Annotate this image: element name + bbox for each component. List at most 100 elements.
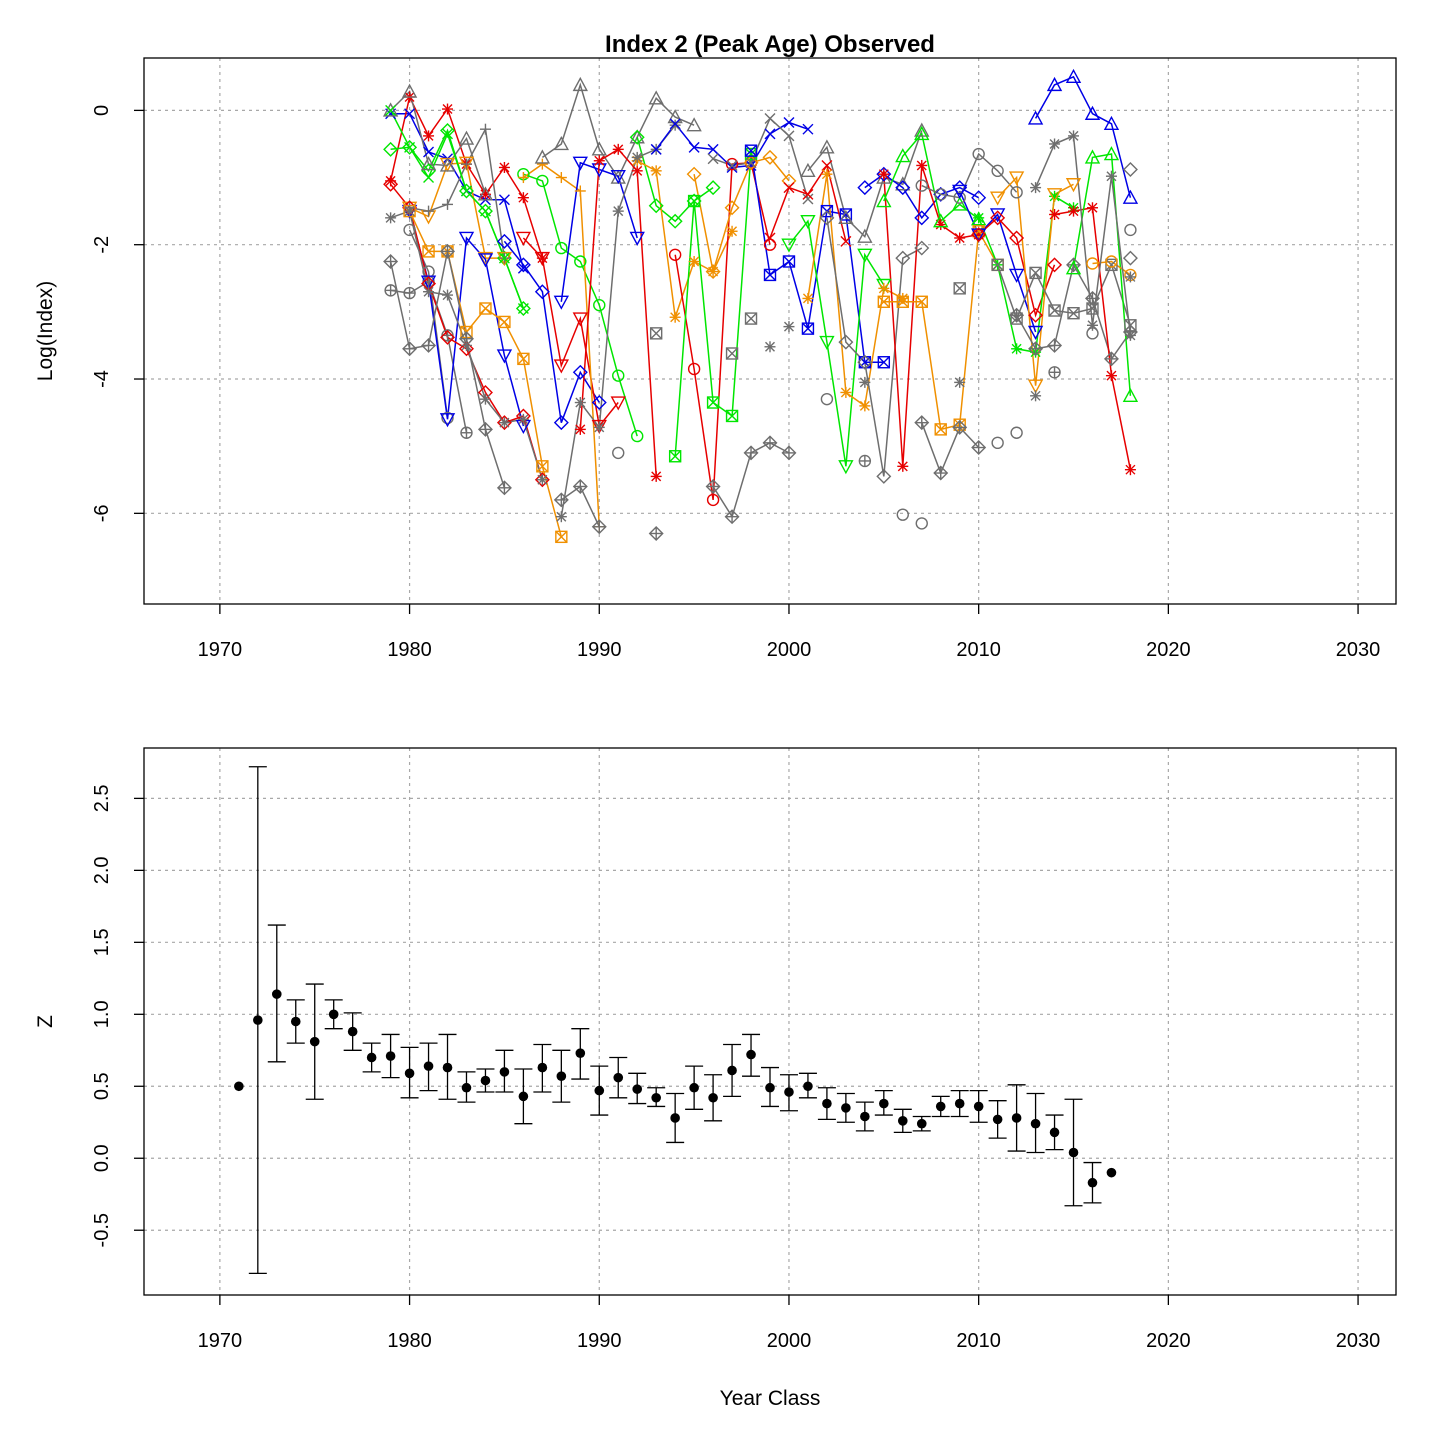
marker-diamond xyxy=(1028,307,1044,323)
marker-cross xyxy=(404,141,416,153)
marker-triangle-down xyxy=(477,253,494,268)
series-line-green xyxy=(636,136,714,223)
marker-circle xyxy=(612,446,625,460)
marker-cross xyxy=(404,108,416,120)
marker-diamond xyxy=(762,149,778,165)
marker-diamond xyxy=(591,395,607,411)
marker-diamond xyxy=(402,139,418,155)
marker-diamond xyxy=(876,166,892,182)
bot-x-tick-label: 2030 xyxy=(1336,1330,1381,1352)
marker-circle xyxy=(574,255,587,268)
marker-triangle-down xyxy=(1027,379,1044,394)
data-point xyxy=(461,1082,472,1093)
marker-diamond xyxy=(534,284,550,300)
marker-star xyxy=(840,386,852,398)
series-line-gray xyxy=(712,117,809,200)
marker-diamond xyxy=(914,240,930,256)
marker-diamond xyxy=(458,341,474,357)
top-y-axis-title: Log(Index) xyxy=(34,281,57,381)
marker-circle-plus xyxy=(1048,366,1061,379)
series-line-green xyxy=(1072,153,1132,396)
marker-star xyxy=(555,511,567,523)
marker-plus xyxy=(536,158,548,170)
marker-diamond-plus xyxy=(440,243,456,259)
marker-star xyxy=(650,165,662,177)
marker-diamond xyxy=(496,415,512,431)
marker-star xyxy=(574,423,586,435)
marker-star xyxy=(517,192,529,204)
marker-diamond xyxy=(971,190,987,206)
marker-triangle-up xyxy=(895,148,911,163)
marker-triangle-up xyxy=(534,149,551,164)
marker-diamond-plus xyxy=(1103,351,1119,367)
marker-circle xyxy=(1010,186,1023,199)
marker-star xyxy=(612,205,624,217)
marker-cross xyxy=(726,159,738,171)
marker-star xyxy=(442,289,454,301)
series-line-gray xyxy=(921,152,1018,199)
series-line-orange xyxy=(807,174,904,408)
marker-diamond-plus xyxy=(553,492,569,508)
marker-diamond xyxy=(648,198,664,214)
marker-square-x xyxy=(668,450,682,463)
marker-triangle-down xyxy=(857,248,873,263)
marker-triangle-down xyxy=(458,231,475,246)
marker-square-x xyxy=(498,315,511,329)
bot-y-tick-label: 0.0 xyxy=(91,1144,113,1172)
marker-triangle-down xyxy=(952,184,968,199)
series-line-blue xyxy=(1034,75,1132,198)
marker-star xyxy=(1030,182,1042,194)
marker-diamond xyxy=(477,203,493,219)
marker-triangle-up xyxy=(477,186,494,201)
marker-star xyxy=(1086,202,1098,214)
marker-square-x xyxy=(801,322,815,335)
marker-star xyxy=(688,255,700,267)
series-line-green xyxy=(523,173,638,437)
marker-star xyxy=(650,470,662,482)
series-line-red xyxy=(674,162,771,501)
marker-diamond-plus xyxy=(572,478,588,494)
data-point xyxy=(442,1062,453,1073)
marker-cross xyxy=(764,232,776,244)
marker-circle xyxy=(763,238,777,251)
marker-triangle-down xyxy=(534,251,551,267)
marker-diamond-plus xyxy=(933,465,949,481)
series-line-orange xyxy=(522,163,601,527)
marker-cross xyxy=(802,193,814,205)
data-point xyxy=(651,1092,661,1103)
marker-triangle-up xyxy=(629,129,645,144)
marker-circle xyxy=(972,147,985,161)
marker-circle xyxy=(593,298,606,312)
marker-diamond xyxy=(440,123,456,139)
marker-triangle-up xyxy=(838,209,854,225)
marker-circle xyxy=(915,517,928,530)
marker-triangle-down xyxy=(439,413,456,428)
marker-diamond xyxy=(1122,250,1138,266)
marker-diamond-plus xyxy=(458,331,474,347)
marker-triangle-up xyxy=(1084,105,1101,120)
marker-star xyxy=(878,282,890,294)
series-line-blue xyxy=(390,112,525,269)
marker-diamond-plus xyxy=(496,480,512,496)
marker-square-x xyxy=(953,282,966,295)
series-line-gray xyxy=(1034,134,1132,336)
marker-diamond-plus xyxy=(477,421,493,437)
marker-cross xyxy=(745,159,757,171)
marker-square-x xyxy=(536,460,549,473)
marker-triangle-up xyxy=(686,117,702,132)
bottom-axes: 1970 1980 1990 2000 2010 2020 2030 -0.5 0.0 0.5 1.… xyxy=(91,784,1380,1352)
marker-star xyxy=(612,143,624,155)
bot-y-tick-label: 1.0 xyxy=(91,1000,113,1028)
marker-diamond xyxy=(876,468,892,484)
data-point xyxy=(916,1118,927,1129)
marker-triangle-up xyxy=(572,76,588,92)
marker-triangle-up xyxy=(857,228,873,243)
marker-circle-plus xyxy=(460,426,473,439)
marker-circle xyxy=(536,174,549,188)
marker-diamond-plus xyxy=(402,341,418,357)
marker-triangle-up xyxy=(819,139,835,154)
marker-star xyxy=(574,397,586,409)
data-point xyxy=(404,1068,415,1079)
marker-plus xyxy=(574,185,586,197)
marker-diamond xyxy=(1047,257,1063,273)
